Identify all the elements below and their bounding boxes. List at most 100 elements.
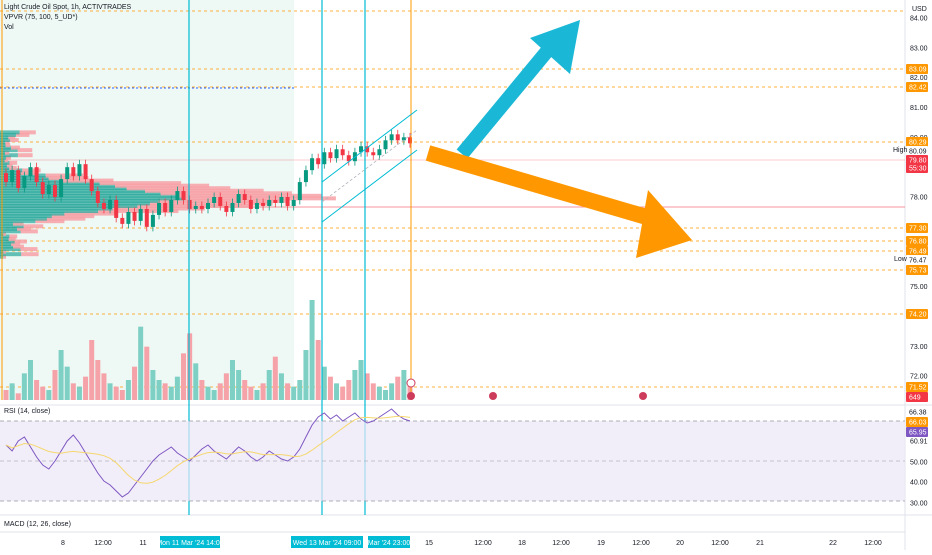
candle-body: [249, 200, 253, 209]
candle-body: [4, 173, 8, 182]
volume-bar: [377, 387, 382, 400]
arrow-down-orange[interactable]: [428, 153, 692, 258]
candle-body: [10, 170, 14, 182]
volume-bar: [316, 340, 321, 400]
candle-body: [145, 209, 149, 227]
rsi-tick-label: 40.00: [910, 480, 928, 487]
vpvr-legend[interactable]: VPVR (75, 100, 5_UD*): [4, 14, 78, 21]
candle-body: [243, 194, 247, 200]
volume-bar: [108, 383, 113, 400]
time-tick-label: 19: [597, 540, 605, 547]
candle-body: [273, 200, 277, 203]
candle-body: [267, 200, 271, 206]
volume-bar: [120, 390, 125, 400]
candle-body: [390, 134, 394, 140]
candle-body: [255, 203, 259, 209]
volume-bar: [206, 387, 211, 400]
macd-legend[interactable]: MACD (12, 26, close): [4, 521, 71, 528]
time-highlight-label: Mon 11 Mar '24 14:00: [156, 540, 223, 547]
price-tick-label: 81.00: [910, 105, 928, 112]
candle-body: [304, 170, 308, 182]
volume-bar: [389, 383, 394, 400]
arrow-up-cyan[interactable]: [462, 20, 580, 154]
time-tick-label: 12:00: [94, 540, 112, 547]
rsi-tag: 65.95: [909, 430, 927, 437]
candle-body: [114, 200, 118, 218]
candle-body: [230, 203, 234, 212]
volume-bar: [16, 393, 21, 400]
candle-body: [47, 185, 51, 194]
candle-body: [65, 167, 69, 179]
time-tick-label: 12:00: [711, 540, 729, 547]
time-highlight-label: Mar '24 23:00: [368, 540, 411, 547]
volume-bar: [297, 380, 302, 400]
time-axis[interactable]: 8 12:00 11 15 12:00 18 12:00 19 12:00 20 12:00 21 22…: [61, 536, 882, 548]
price-tag: 80.09: [909, 149, 927, 156]
vpvr-row-down: [24, 224, 43, 228]
volume-bar: [157, 380, 162, 400]
vpvr-row-down: [18, 148, 33, 152]
candle-body: [59, 179, 63, 197]
candle-body: [200, 206, 204, 209]
candle-body: [322, 152, 326, 164]
price-tag: 83.09: [909, 67, 927, 74]
volume-bar: [279, 373, 284, 400]
volume-bar: [218, 383, 223, 400]
rsi-tick-label: 60.91: [910, 439, 928, 446]
vol-legend[interactable]: Vol: [4, 24, 14, 31]
vpvr-row-down: [9, 234, 17, 238]
volume-bar: [83, 377, 88, 400]
candle-body: [120, 218, 124, 224]
vpvr-row-down: [11, 146, 20, 150]
candle-body: [335, 149, 339, 158]
volume-bar: [101, 373, 106, 400]
volume-bar: [126, 380, 131, 400]
candle-body: [218, 197, 222, 206]
candle-body: [341, 149, 345, 155]
chart-title[interactable]: Light Crude Oil Spot, 1h, ACTIVTRADES: [4, 4, 131, 11]
volume-bar: [291, 387, 296, 400]
candle-body: [53, 185, 57, 197]
candle-body: [175, 191, 179, 200]
vpvr-row-down: [20, 130, 36, 134]
price-tag: 76.47: [909, 258, 927, 265]
volume-bar: [340, 387, 345, 400]
volume-bar: [132, 367, 137, 400]
vpvr-row-down: [21, 252, 38, 256]
candle-body: [194, 206, 198, 209]
candle-body: [279, 197, 283, 203]
price-tag: 76.49: [909, 249, 927, 256]
volume-bar: [359, 360, 364, 400]
volume-bar: [371, 383, 376, 400]
candle-body: [237, 194, 241, 203]
time-tick-label: 18: [518, 540, 526, 547]
volume-bar: [261, 383, 266, 400]
price-axis[interactable]: 84.0083.0082.0081.0080.0079.0078.0077.00…: [893, 15, 928, 402]
volume-bar: [4, 390, 9, 400]
volume-bar: [144, 347, 149, 400]
vpvr-row-down: [9, 161, 17, 165]
candle-body: [261, 203, 265, 206]
volume-bar: [193, 363, 198, 400]
volume-bar: [248, 387, 253, 400]
volume-bar: [346, 380, 351, 400]
candle-body: [28, 167, 32, 176]
volume-bar: [71, 383, 76, 400]
candle-body: [41, 182, 45, 194]
volume-bar: [22, 373, 27, 400]
time-tick-label: 12:00: [474, 540, 492, 547]
parallel-channel[interactable]: [322, 110, 417, 222]
candle-body: [310, 158, 314, 170]
candle-body: [126, 212, 130, 224]
event-icons[interactable]: [407, 379, 647, 400]
rsi-legend[interactable]: RSI (14, close): [4, 408, 50, 415]
time-tick-label: 12:00: [552, 540, 570, 547]
volume-bar: [77, 387, 82, 400]
candle-body: [163, 203, 167, 212]
candle-body: [169, 200, 173, 212]
low-label: Low: [894, 256, 908, 263]
volume-bar: [212, 390, 217, 400]
volume-bar: [310, 300, 315, 400]
time-tick-label: 12:00: [864, 540, 882, 547]
